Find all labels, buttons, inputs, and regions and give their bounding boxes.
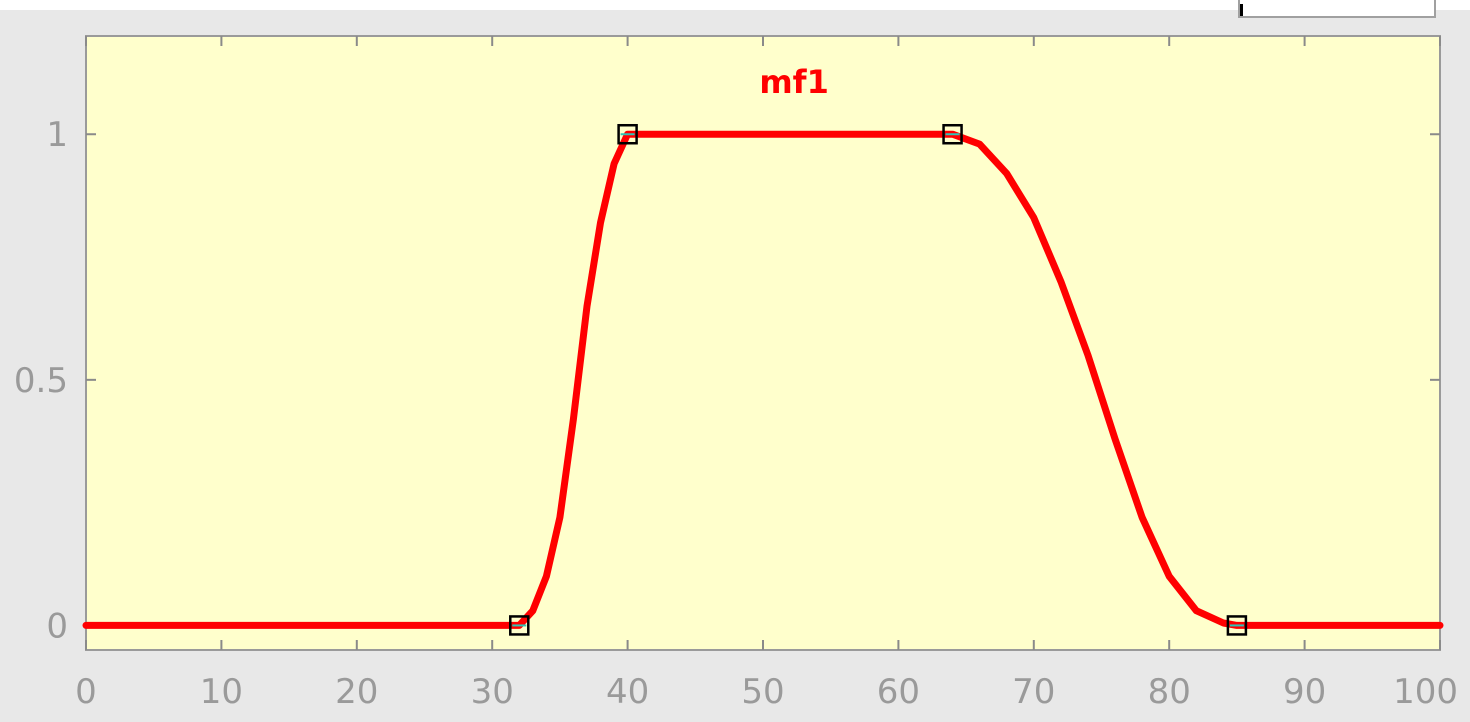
- series-layer: [82, 130, 1444, 629]
- control-point-handle[interactable]: [509, 615, 530, 636]
- control-point-handle[interactable]: [942, 123, 963, 145]
- control-point-handle[interactable]: [1226, 615, 1248, 636]
- axis-ticks: [85, 36, 1441, 650]
- x-tick-label: 80: [1148, 672, 1191, 712]
- partial-input-box[interactable]: [1238, 0, 1436, 18]
- x-tick-label: 100: [1393, 672, 1458, 712]
- x-tick-label: 30: [471, 672, 514, 712]
- series-line-mf1: [82, 130, 1444, 629]
- x-tick-label: 60: [877, 672, 920, 712]
- x-tick-label: 70: [1012, 672, 1055, 712]
- x-tick-label: 0: [75, 672, 97, 712]
- x-tick-label: 50: [741, 672, 784, 712]
- control-points[interactable]: [509, 123, 1248, 636]
- x-tick-labels: 0 10 20 30 40 50 60 70 80 90 100: [75, 672, 1458, 712]
- x-tick-label: 40: [606, 672, 649, 712]
- x-tick-label: 10: [200, 672, 243, 712]
- top-band: [0, 0, 1470, 10]
- series-name-label: mf1: [759, 63, 829, 101]
- plot-area: [85, 35, 1441, 651]
- control-point-handle[interactable]: [617, 123, 638, 145]
- y-tick-label: 0: [46, 606, 68, 646]
- y-tick-label: 0.5: [14, 361, 68, 401]
- cursor-mark: [1240, 4, 1243, 16]
- x-tick-label: 20: [335, 672, 378, 712]
- x-tick-label: 90: [1283, 672, 1326, 712]
- y-tick-label: 1: [46, 115, 68, 155]
- y-tick-labels: 00.51: [14, 115, 68, 646]
